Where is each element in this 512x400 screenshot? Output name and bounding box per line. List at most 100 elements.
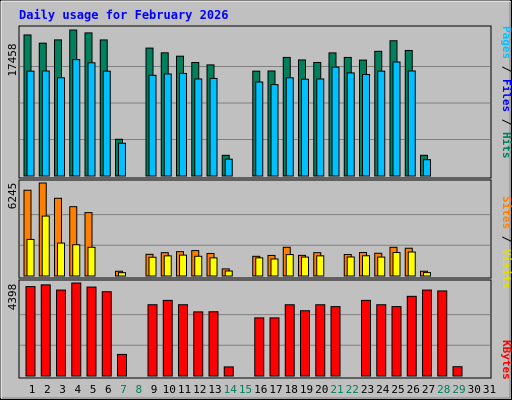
x-tick-label-1: 1: [29, 383, 36, 396]
bar-visits_sites-sites-9: [148, 256, 157, 277]
x-tick-label-28: 28: [437, 383, 450, 396]
bar-visits_sites-sites-2: [41, 215, 50, 277]
x-tick-label-23: 23: [361, 383, 374, 396]
bar-hits_files_pages-files-1: [26, 70, 35, 177]
bar-kbytes-kbytes-6: [101, 291, 112, 377]
bar-hits_files_pages-files-7: [118, 142, 126, 177]
bar-visits_sites-sites-16: [255, 257, 264, 277]
bar-hits_files_pages-files-16: [255, 81, 264, 177]
chart-title: Daily usage for February 2026: [19, 8, 229, 22]
bar-kbytes-kbytes-25: [391, 306, 402, 377]
x-tick-label-20: 20: [315, 383, 328, 396]
x-tick-label-25: 25: [391, 383, 404, 396]
bar-visits_sites-sites-7: [118, 272, 126, 277]
bar-kbytes-kbytes-7: [117, 353, 127, 377]
bar-hits_files_pages-files-26: [407, 70, 416, 177]
bar-kbytes-kbytes-26: [406, 295, 417, 377]
x-axis-labels: 1 2 3 4 5 6 7 8 9 10 11 12 13 14 15 16 17 18 19 20 21 22 23 24 2…: [29, 383, 496, 396]
bar-visits_sites-sites-23: [362, 255, 370, 277]
x-tick-label-29: 29: [452, 383, 465, 396]
legend-hits: Hits: [500, 132, 512, 159]
bar-kbytes-kbytes-10: [162, 299, 173, 377]
bar-kbytes-kbytes-18: [284, 304, 295, 377]
bar-hits_files_pages-files-24: [377, 70, 386, 177]
x-tick-label-3: 3: [59, 383, 66, 396]
bar-hits_files_pages-files-20: [316, 78, 325, 177]
bar-kbytes-kbytes-12: [193, 311, 204, 377]
bar-hits_files_pages-files-25: [392, 61, 401, 177]
x-tick-label-14: 14: [224, 383, 238, 396]
x-tick-label-9: 9: [151, 383, 158, 396]
x-tick-label-18: 18: [285, 383, 298, 396]
bars: [23, 29, 463, 377]
bar-visits_sites-sites-18: [285, 254, 294, 277]
bar-visits_sites-sites-20: [316, 255, 325, 277]
bar-hits_files_pages-files-12: [194, 78, 203, 177]
bar-visits_sites-sites-12: [194, 255, 203, 277]
bar-kbytes-kbytes-14: [223, 366, 234, 377]
bar-kbytes-kbytes-27: [422, 289, 432, 377]
bar-visits_sites-sites-26: [407, 251, 416, 277]
bar-kbytes-kbytes-19: [300, 310, 310, 377]
bar-hits_files_pages-files-6: [102, 70, 111, 177]
x-tick-label-26: 26: [407, 383, 420, 396]
bar-hits_files_pages-files-11: [179, 72, 187, 177]
legend-kbytes: KBytes: [500, 340, 512, 380]
bar-visits_sites-sites-19: [301, 256, 309, 277]
bar-hits_files_pages-files-9: [148, 74, 157, 177]
bar-visits_sites-sites-14: [224, 270, 233, 277]
bar-kbytes-kbytes-3: [56, 289, 66, 377]
bar-kbytes-kbytes-4: [71, 282, 82, 377]
x-tick-label-5: 5: [90, 383, 97, 396]
bar-visits_sites-sites-4: [72, 244, 81, 277]
bar-kbytes-kbytes-24: [376, 304, 387, 377]
bar-hits_files_pages-files-10: [163, 73, 172, 177]
x-tick-label-8: 8: [135, 383, 142, 396]
bar-visits_sites-sites-1: [26, 238, 35, 277]
x-tick-label-6: 6: [105, 383, 112, 396]
x-tick-label-27: 27: [422, 383, 435, 396]
bar-visits_sites-sites-27: [423, 272, 431, 277]
legend-sep-3: /: [500, 229, 512, 249]
bar-kbytes-kbytes-2: [40, 284, 51, 377]
bar-visits_sites-sites-22: [346, 256, 355, 277]
bar-visits_sites-sites-24: [377, 256, 386, 277]
legend-pages: Pages: [500, 26, 512, 59]
x-tick-label-10: 10: [163, 383, 176, 396]
bar-kbytes-kbytes-11: [178, 304, 188, 377]
bar-hits_files_pages-files-4: [72, 59, 81, 177]
bar-kbytes-kbytes-13: [208, 311, 219, 377]
bar-hits_files_pages-files-21: [331, 66, 340, 177]
legend-sep-2: /: [500, 112, 512, 132]
bar-hits_files_pages-files-13: [209, 77, 218, 177]
bar-kbytes-kbytes-20: [315, 304, 326, 377]
bar-kbytes-kbytes-29: [452, 366, 463, 377]
bar-kbytes-kbytes-9: [147, 304, 158, 377]
bar-hits_files_pages-files-2: [41, 70, 50, 177]
bar-visits_sites-sites-13: [209, 257, 218, 277]
x-tick-label-22: 22: [346, 383, 359, 396]
bar-visits_sites-sites-25: [392, 252, 401, 277]
bar-visits_sites-sites-17: [270, 258, 279, 277]
x-tick-label-7: 7: [120, 383, 127, 396]
bar-kbytes-kbytes-21: [330, 306, 341, 377]
x-tick-label-16: 16: [254, 383, 267, 396]
bar-hits_files_pages-files-19: [301, 78, 309, 177]
x-tick-label-13: 13: [208, 383, 221, 396]
x-tick-label-2: 2: [44, 383, 51, 396]
bar-kbytes-kbytes-23: [361, 299, 371, 377]
legend-files: Files: [500, 79, 512, 112]
bar-kbytes-kbytes-5: [86, 286, 97, 377]
x-tick-label-4: 4: [74, 383, 81, 396]
legend-hits-files-pages: Pages / Files / Hits: [500, 26, 512, 159]
x-tick-label-15: 15: [239, 383, 252, 396]
legend-sites-visits: Sites / Visits: [500, 196, 512, 289]
x-tick-label-21: 21: [330, 383, 343, 396]
bar-kbytes-kbytes-17: [269, 317, 280, 377]
legend-sep-1: /: [500, 59, 512, 79]
bar-hits_files_pages-files-17: [270, 84, 279, 177]
bar-hits_files_pages-files-27: [423, 159, 431, 177]
x-tick-label-12: 12: [193, 383, 206, 396]
x-tick-label-17: 17: [269, 383, 282, 396]
